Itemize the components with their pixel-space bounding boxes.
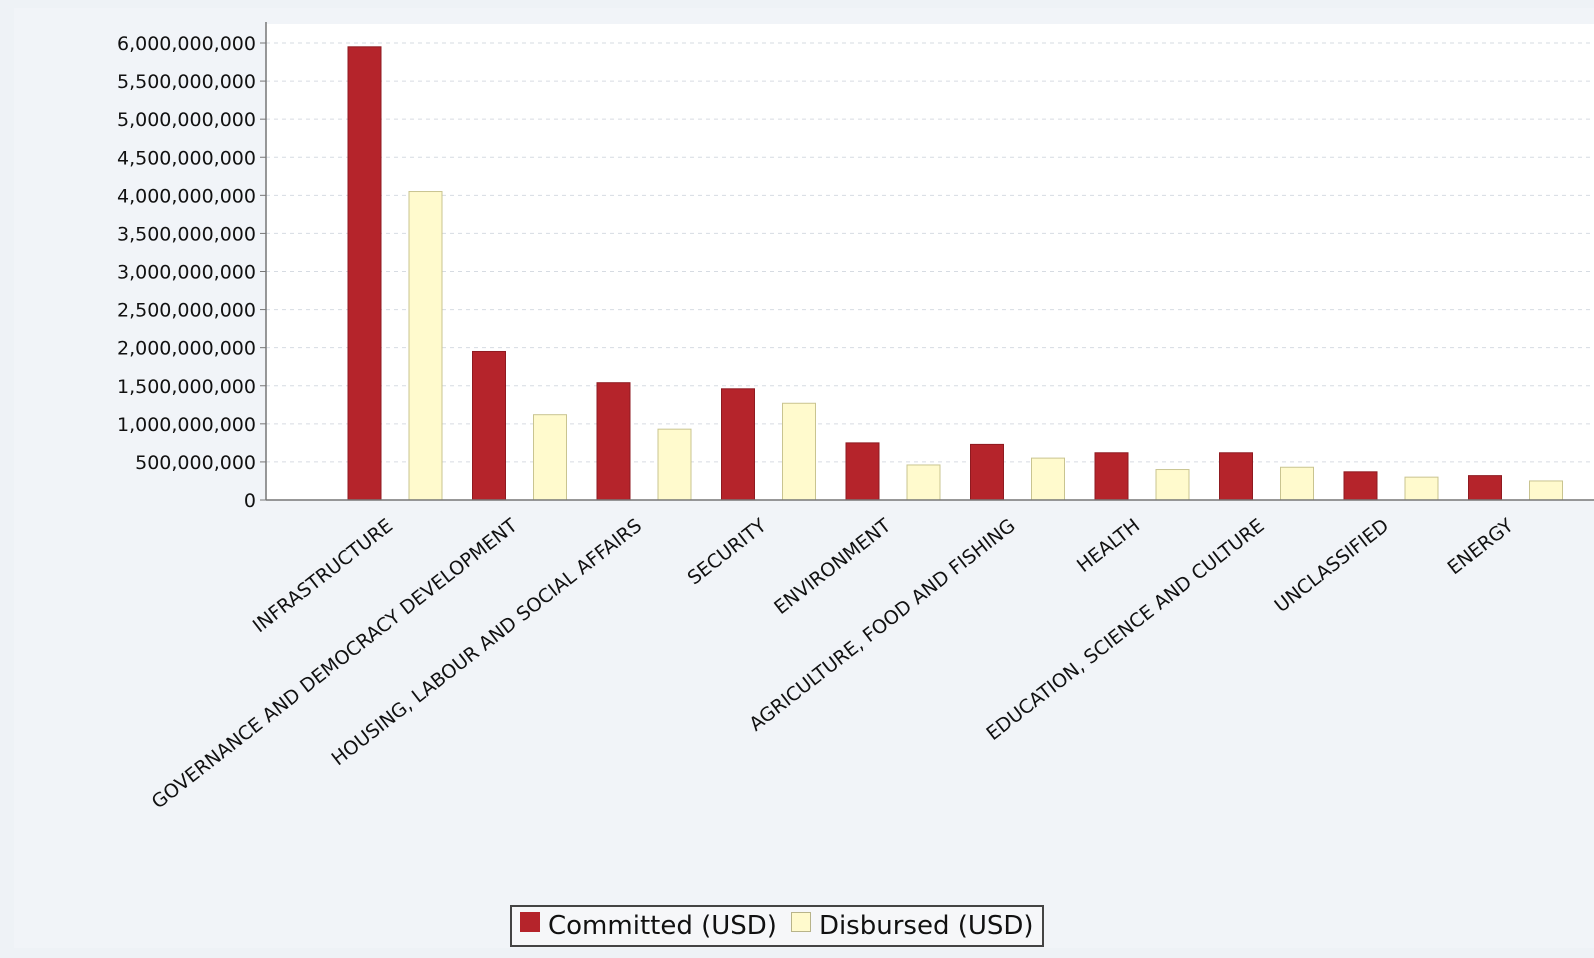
x-category-label: HEALTH <box>1073 515 1144 577</box>
bars <box>347 46 1563 501</box>
bar-committed-10 <box>1468 475 1502 501</box>
bar-disbursed-8 <box>1280 466 1314 501</box>
legend-item-disbursed: Disbursed (USD) <box>790 911 1034 941</box>
bar-committed-5 <box>845 442 880 501</box>
y-tick-label: 5,000,000,000 <box>117 109 256 131</box>
y-axis-ticks: 0 500,000,000 1,000,000,000 1,500,000,000 2,… <box>117 33 266 512</box>
y-tick-label: 3,500,000,000 <box>117 223 256 245</box>
x-category-label: SECURITY <box>684 514 771 589</box>
bar-disbursed-7 <box>1155 469 1190 501</box>
y-tick-label: 2,000,000,000 <box>117 338 256 360</box>
y-tick-label: 0 <box>244 490 256 512</box>
y-tick-label: 500,000,000 <box>135 452 256 474</box>
bar-disbursed-6 <box>1031 457 1065 501</box>
y-tick-label: 4,000,000,000 <box>117 185 256 207</box>
y-tick-label: 6,000,000,000 <box>117 33 256 55</box>
bar-committed-4 <box>721 388 755 501</box>
bar-committed-7 <box>1094 452 1129 501</box>
y-tick-label: 1,000,000,000 <box>117 414 256 436</box>
legend-swatch-disbursed <box>790 912 811 932</box>
x-category-label: AGRICULTURE, FOOD AND FISHING <box>745 515 1019 736</box>
legend-item-committed: Committed (USD) <box>520 911 777 941</box>
bar-committed-3 <box>596 382 631 501</box>
legend-swatch-committed <box>520 912 540 932</box>
plot-area <box>266 24 1594 500</box>
bar-disbursed-9 <box>1404 476 1439 501</box>
y-tick-label: 2,500,000,000 <box>117 300 256 322</box>
x-category-label: UNCLASSIFIED <box>1271 515 1394 617</box>
legend: Committed (USD) Disbursed (USD) <box>510 905 1044 947</box>
bar-chart: 0 500,000,000 1,000,000,000 1,500,000,000 2,… <box>117 22 1594 813</box>
y-tick-label: 4,500,000,000 <box>117 147 256 169</box>
bar-disbursed-1 <box>408 191 443 501</box>
y-tick-label: 1,500,000,000 <box>117 376 256 398</box>
y-tick-label: 3,000,000,000 <box>117 262 256 284</box>
bar-disbursed-5 <box>906 464 941 501</box>
x-category-label: ENERGY <box>1444 514 1518 579</box>
bar-committed-1 <box>347 46 382 501</box>
bar-disbursed-2 <box>533 414 567 501</box>
y-tick-label: 5,500,000,000 <box>117 71 256 93</box>
bar-disbursed-4 <box>782 402 816 501</box>
bar-committed-8 <box>1219 452 1253 501</box>
bar-committed-9 <box>1343 471 1378 501</box>
grid-lines <box>266 42 1594 463</box>
x-category-label: EDUCATION, SCIENCE AND CULTURE <box>982 515 1268 745</box>
chart-frame: 0 500,000,000 1,000,000,000 1,500,000,000 2,… <box>14 8 1594 948</box>
bar-committed-2 <box>472 350 506 501</box>
legend-label-committed: Committed (USD) <box>548 911 777 941</box>
legend-label-disbursed: Disbursed (USD) <box>818 911 1034 941</box>
bar-committed-6 <box>970 443 1004 501</box>
bar-disbursed-3 <box>657 428 692 501</box>
bar-disbursed-10 <box>1529 480 1563 501</box>
x-category-label: ENVIRONMENT <box>770 514 895 619</box>
